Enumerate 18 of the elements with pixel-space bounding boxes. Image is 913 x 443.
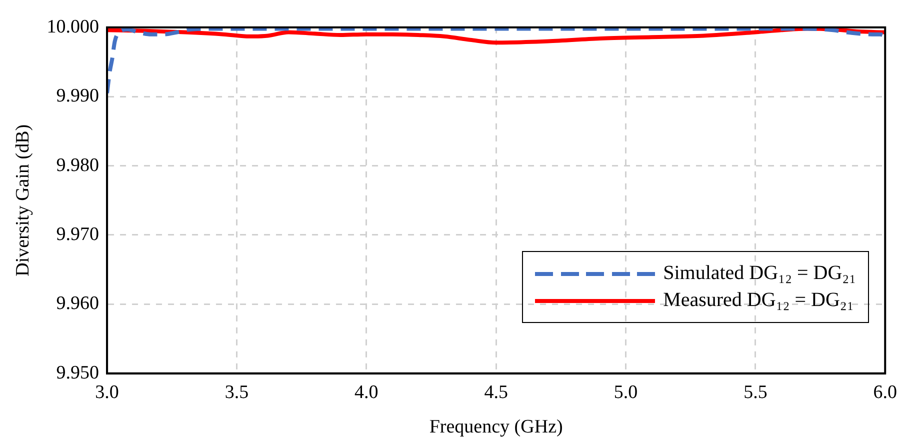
x-tick-label: 4.5 [484, 382, 508, 403]
y-tick-label: 9.990 [56, 86, 100, 107]
y-tick-label: 9.960 [56, 293, 100, 314]
x-tick-label: 3.0 [95, 382, 119, 403]
y-tick-label: 10.000 [46, 16, 100, 38]
y-tick-label: 9.970 [56, 224, 100, 245]
x-tick-label: 5.5 [744, 382, 768, 403]
x-tick-label: 3.5 [224, 382, 249, 403]
legend-label: Measured DG₁₂ = DG₂₁ [663, 289, 854, 312]
y-tick-label: 9.950 [56, 362, 100, 384]
legend-label: Simulated DG₁₂ = DG₂₁ [663, 262, 856, 286]
line-series [107, 27, 886, 96]
y-axis-title: Diversity Gain (dB) [12, 124, 34, 276]
x-tick-label: 5.0 [614, 382, 638, 403]
x-tick-label: 6.0 [873, 382, 897, 403]
y-tick-label: 9.980 [56, 154, 100, 176]
x-axis-title: Frequency (GHz) [429, 416, 563, 438]
x-tick-label: 4.0 [354, 382, 378, 403]
